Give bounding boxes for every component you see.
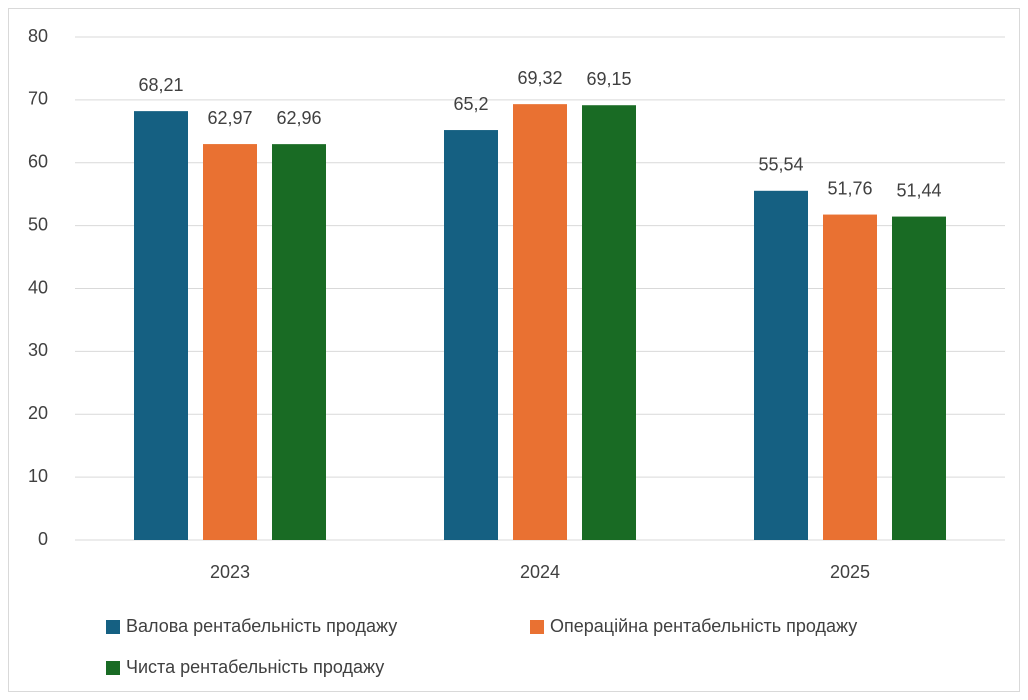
x-tick-label: 2025 xyxy=(830,562,870,582)
legend-label: Валова рентабельність продажу xyxy=(126,616,397,636)
bar xyxy=(444,130,498,540)
bar xyxy=(272,144,326,540)
bar xyxy=(754,190,808,541)
bar xyxy=(134,111,188,540)
data-label: 51,76 xyxy=(827,178,872,198)
x-tick-label: 2024 xyxy=(520,562,560,582)
bar xyxy=(513,104,567,540)
data-label: 69,32 xyxy=(517,68,562,88)
legend-label: Чиста рентабельність продажу xyxy=(126,657,384,677)
data-label: 68,21 xyxy=(138,75,183,95)
legend-swatch xyxy=(530,620,544,634)
y-tick-label: 30 xyxy=(28,340,48,360)
legend-label: Операційна рентабельність продажу xyxy=(550,616,857,636)
data-label: 62,97 xyxy=(207,108,252,128)
y-tick-label: 10 xyxy=(28,466,48,486)
bar xyxy=(582,105,636,541)
bar xyxy=(892,216,946,541)
y-tick-label: 40 xyxy=(28,277,48,297)
legend-swatch xyxy=(106,661,120,675)
data-label: 62,96 xyxy=(276,108,321,128)
data-label: 65,2 xyxy=(453,94,488,114)
data-label: 51,44 xyxy=(896,180,941,200)
x-tick-label: 2023 xyxy=(210,562,250,582)
y-tick-label: 70 xyxy=(28,89,48,109)
y-tick-label: 60 xyxy=(28,152,48,172)
bar xyxy=(823,214,877,540)
legend-swatch xyxy=(106,620,120,634)
data-label: 55,54 xyxy=(758,155,803,175)
y-tick-label: 80 xyxy=(28,26,48,46)
bar xyxy=(203,144,257,541)
y-tick-label: 50 xyxy=(28,214,48,234)
data-label: 69,15 xyxy=(586,69,631,89)
y-tick-label: 20 xyxy=(28,403,48,423)
y-tick-label: 0 xyxy=(38,529,48,549)
